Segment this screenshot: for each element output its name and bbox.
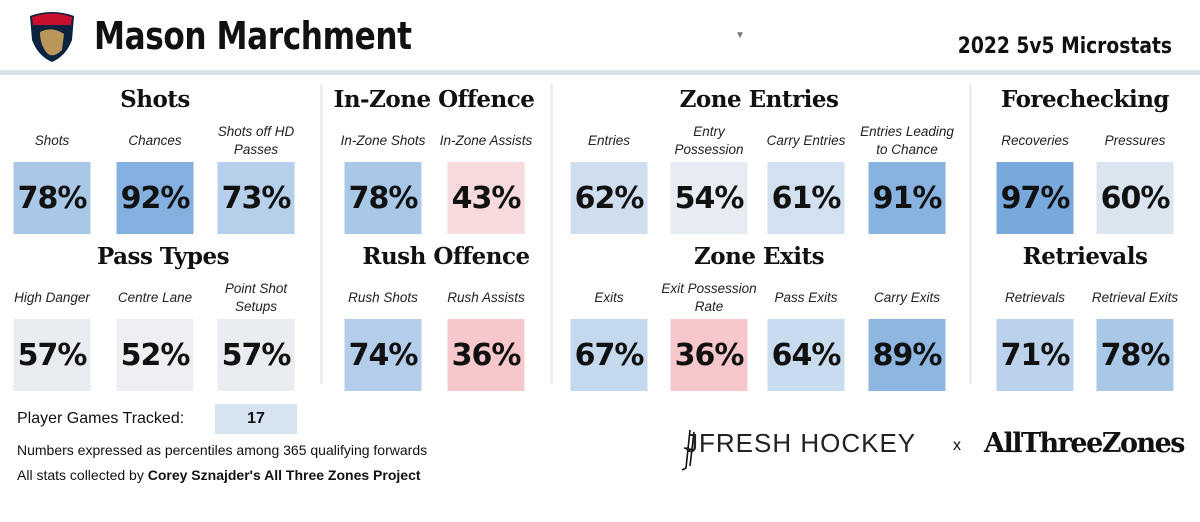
hockey-sticks-icon xyxy=(681,429,695,471)
stat-label: Entries xyxy=(587,133,631,148)
stat-label: Pressures xyxy=(1104,133,1166,148)
section-title: Zone Entries xyxy=(679,86,839,113)
column-divider xyxy=(320,84,323,384)
stat-label: Entries Leading to Chance xyxy=(860,124,954,157)
section-title: Shots xyxy=(120,86,190,113)
jfresh-hockey-logo: JFRESH HOCKEY xyxy=(685,428,917,458)
stat-percentile-tile: 74% xyxy=(344,319,422,391)
section-title: Zone Exits xyxy=(693,243,825,270)
stat-percentile-tile: 57% xyxy=(217,319,295,391)
section-title: Rush Offence xyxy=(362,243,530,270)
stat-percentile-tile: 52% xyxy=(116,319,194,391)
stat-label: Rush Shots xyxy=(348,290,418,305)
stat-percentile-tile: 62% xyxy=(570,162,648,234)
games-tracked-value: 17 xyxy=(215,404,297,434)
credit-prefix: All stats collected by xyxy=(17,467,148,483)
stat-label: Centre Lane xyxy=(117,290,193,305)
report-subtitle: 2022 5v5 Microstats xyxy=(957,34,1172,59)
florida-panthers-logo xyxy=(30,12,74,62)
percentile-note: Numbers expressed as percentiles among 3… xyxy=(17,442,428,458)
section-title: In-Zone Offence xyxy=(333,86,535,113)
stat-label: High Danger xyxy=(14,290,90,305)
stat-percentile-tile: 78% xyxy=(344,162,422,234)
stat-percentile-tile: 91% xyxy=(868,162,946,234)
stat-label: In-Zone Assists xyxy=(439,133,533,148)
stat-label: Carry Entries xyxy=(766,133,846,148)
section-title: Pass Types xyxy=(96,243,230,270)
stat-percentile-tile: 36% xyxy=(447,319,525,391)
stat-percentile-tile: 61% xyxy=(767,162,845,234)
stat-label: Chances xyxy=(128,133,182,148)
stat-label: Recoveries xyxy=(1001,133,1069,148)
column-divider xyxy=(969,84,972,384)
stat-label: Pass Exits xyxy=(774,290,838,305)
stat-percentile-tile: 78% xyxy=(13,162,91,234)
caret-down-icon[interactable]: ▼ xyxy=(735,30,745,41)
stat-percentile-tile: 92% xyxy=(116,162,194,234)
allthreezones-logo: AllThreeZones xyxy=(984,428,1186,459)
stat-label: Carry Exits xyxy=(873,290,940,305)
stat-label: Retrieval Exits xyxy=(1091,290,1179,305)
credit-source: Corey Sznajder's All Three Zones Project xyxy=(147,467,421,483)
stat-percentile-tile: 64% xyxy=(767,319,845,391)
stat-label: Exits xyxy=(594,290,624,305)
stat-label: Exit Possession Rate xyxy=(661,281,757,314)
stat-percentile-tile: 43% xyxy=(447,162,525,234)
section-title: Forechecking xyxy=(1000,86,1170,113)
stat-percentile-tile: 89% xyxy=(868,319,946,391)
games-tracked-label: Player Games Tracked: xyxy=(17,410,185,427)
stat-label: Shots off HD Passes xyxy=(217,124,295,157)
stat-percentile-tile: 71% xyxy=(996,319,1074,391)
stat-label: Rush Assists xyxy=(447,290,525,305)
section-title: Retrievals xyxy=(1022,243,1148,270)
player-name: Mason Marchment xyxy=(94,14,412,58)
stat-percentile-tile: 67% xyxy=(570,319,648,391)
stat-percentile-tile: 36% xyxy=(670,319,748,391)
stat-percentile-tile: 78% xyxy=(1096,319,1174,391)
stat-percentile-tile: 54% xyxy=(670,162,748,234)
stat-percentile-tile: 97% xyxy=(996,162,1074,234)
stat-percentile-tile: 73% xyxy=(217,162,295,234)
credit-line: All stats collected by Corey Sznajder's … xyxy=(17,467,421,483)
stat-label: Point Shot Setups xyxy=(224,281,288,314)
stat-label: Shots xyxy=(34,133,70,148)
stat-label: Retrievals xyxy=(1004,290,1066,305)
brand-separator: x xyxy=(953,437,961,454)
column-divider xyxy=(550,84,553,384)
header-divider xyxy=(0,70,1200,75)
stat-percentile-tile: 57% xyxy=(13,319,91,391)
stat-label: In-Zone Shots xyxy=(340,133,426,148)
stat-percentile-tile: 60% xyxy=(1096,162,1174,234)
